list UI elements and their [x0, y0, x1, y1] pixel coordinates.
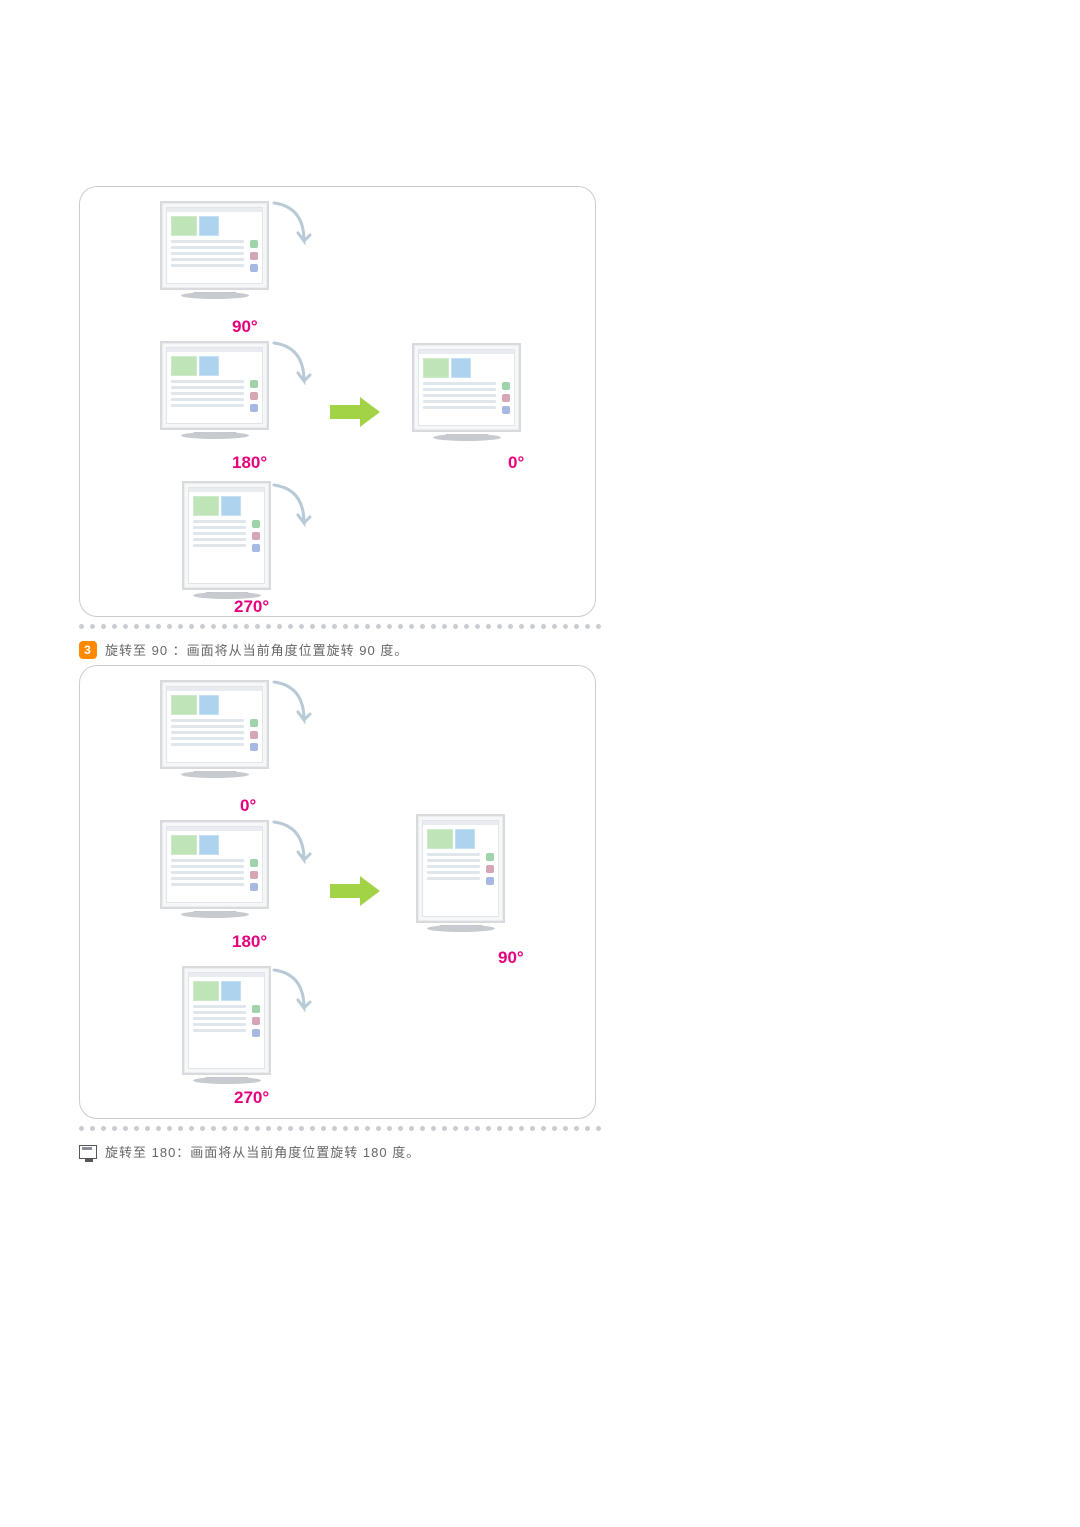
- degree-label-0: 0°: [508, 453, 524, 473]
- figure-panel-1: 90° 180°: [79, 186, 596, 617]
- caption-text: 旋转至 180：画面将从当前角度位置旋转 180 度。: [105, 1142, 420, 1161]
- degree-label-270: 270°: [234, 597, 269, 617]
- monitor-land-180: [160, 820, 269, 915]
- degree-label-90: 90°: [232, 317, 258, 337]
- page: 90° 180°: [0, 0, 1080, 1527]
- step-badge-3: 3: [79, 641, 97, 659]
- rotation-arc-icon: [268, 820, 312, 880]
- monitor-port-270: [182, 481, 271, 596]
- rotation-arc-icon: [268, 341, 312, 401]
- caption-rotate-90: 3 旋转至 90 ：画面将从当前角度位置旋转 90 度。: [79, 640, 408, 659]
- monitor-land-0: [160, 680, 269, 775]
- caption-text: 旋转至 90 ：画面将从当前角度位置旋转 90 度。: [105, 640, 408, 659]
- monitor-port-90: [416, 814, 505, 929]
- monitor-land-180: [160, 341, 269, 436]
- figure-area-2: 0° 180°: [96, 680, 579, 1090]
- degree-label-180: 180°: [232, 453, 267, 473]
- monitor-port-270: [182, 966, 271, 1081]
- result-arrow-icon: [330, 397, 380, 427]
- degree-label-270: 270°: [234, 1088, 269, 1108]
- rotation-arc-icon: [268, 201, 312, 261]
- caption-rotate-180: 旋转至 180：画面将从当前角度位置旋转 180 度。: [79, 1142, 420, 1161]
- separator-dots-2: [79, 1126, 601, 1131]
- monitor-land-90: [160, 201, 269, 296]
- rotation-arc-icon: [268, 483, 312, 543]
- figure-area-1: 90° 180°: [96, 201, 579, 588]
- result-arrow-icon: [330, 876, 380, 906]
- figure-panel-2: 0° 180°: [79, 665, 596, 1119]
- degree-label-0: 0°: [240, 796, 256, 816]
- rotation-arc-icon: [268, 680, 312, 740]
- monitor-icon: [79, 1145, 97, 1159]
- rotation-arc-icon: [268, 968, 312, 1028]
- separator-dots-1: [79, 624, 601, 629]
- monitor-land-0: [412, 343, 521, 438]
- degree-label-90: 90°: [498, 948, 524, 968]
- degree-label-180: 180°: [232, 932, 267, 952]
